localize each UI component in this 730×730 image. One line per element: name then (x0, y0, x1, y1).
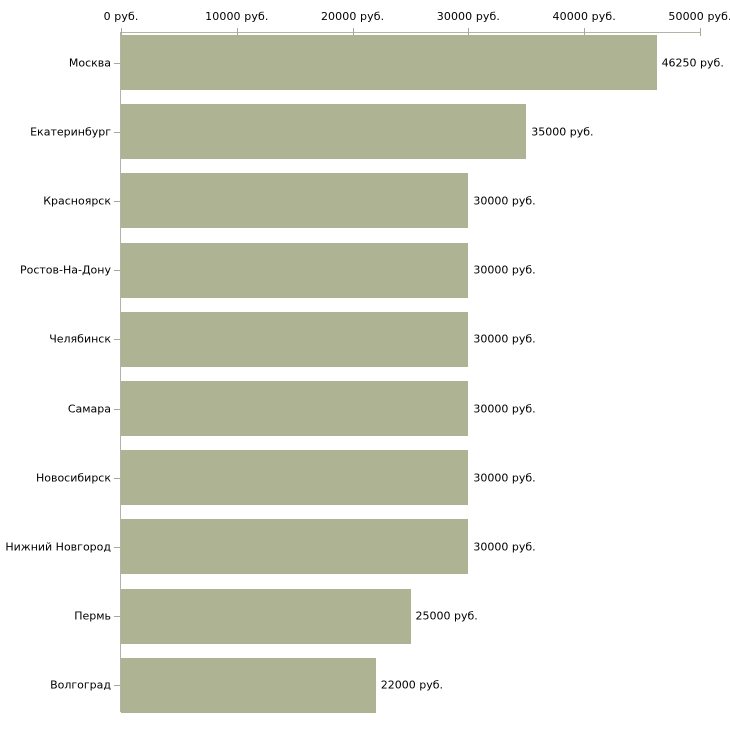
axis-tick (700, 28, 701, 36)
axis-tick-label: 20000 руб. (320, 10, 385, 23)
bar-value-label: 30000 руб. (473, 263, 536, 277)
bar-value-label: 30000 руб. (473, 402, 536, 415)
bar[interactable] (121, 657, 376, 713)
bar-value-label: 25000 руб. (415, 609, 478, 623)
category-tick (114, 200, 120, 202)
bar-value-label: 22000 руб. (380, 678, 444, 692)
bar[interactable] (121, 450, 469, 506)
axis-tick-label: 0 руб. (103, 10, 139, 23)
axis-tick (352, 28, 354, 36)
category-label: Волгоград (50, 678, 111, 692)
category-label: Нижний Новгород (5, 540, 111, 554)
bar[interactable] (121, 35, 657, 90)
category-label: Ростов-На-Дону (19, 263, 111, 277)
bar[interactable] (121, 173, 469, 229)
category-tick (114, 339, 120, 341)
bar-value-label: 30000 руб. (473, 540, 536, 554)
axis-tick-label: 10000 руб. (205, 10, 269, 23)
category-tick (114, 270, 120, 272)
category-axis-line (120, 32, 121, 712)
axis-tick-label: 50000 руб. (668, 10, 730, 23)
bar[interactable] (121, 242, 469, 298)
bar[interactable] (121, 519, 469, 575)
category-tick (114, 477, 120, 479)
category-label: Екатеринбург (30, 125, 111, 139)
category-tick (114, 131, 120, 133)
category-label: Новосибирск (35, 471, 111, 485)
category-tick (114, 62, 120, 64)
category-label: Красноярск (43, 194, 111, 208)
axis-tick (468, 28, 470, 36)
axis-tick (121, 28, 122, 36)
axis-tick (236, 28, 238, 36)
category-label: Самара (67, 402, 111, 415)
category-label: Москва (68, 56, 111, 69)
bar[interactable] (121, 104, 527, 160)
category-tick (114, 685, 120, 687)
bar[interactable] (121, 381, 469, 436)
bar-value-label: 30000 руб. (473, 332, 536, 346)
bar-value-label: 30000 руб. (473, 471, 536, 485)
value-axis-line (121, 32, 700, 33)
bar-value-label: 46250 руб. (661, 56, 724, 69)
category-label: Челябинск (49, 332, 111, 346)
category-tick (114, 546, 120, 548)
bar-value-label: 35000 руб. (531, 125, 594, 139)
bar[interactable] (121, 311, 469, 367)
bar[interactable] (121, 588, 411, 644)
axis-tick-label: 30000 руб. (436, 10, 501, 23)
category-label: Пермь (74, 609, 111, 623)
category-tick (114, 408, 120, 410)
bar-value-label: 30000 руб. (473, 194, 536, 208)
category-tick (114, 616, 120, 618)
axis-tick (584, 28, 586, 36)
axis-tick-label: 40000 руб. (552, 10, 616, 23)
